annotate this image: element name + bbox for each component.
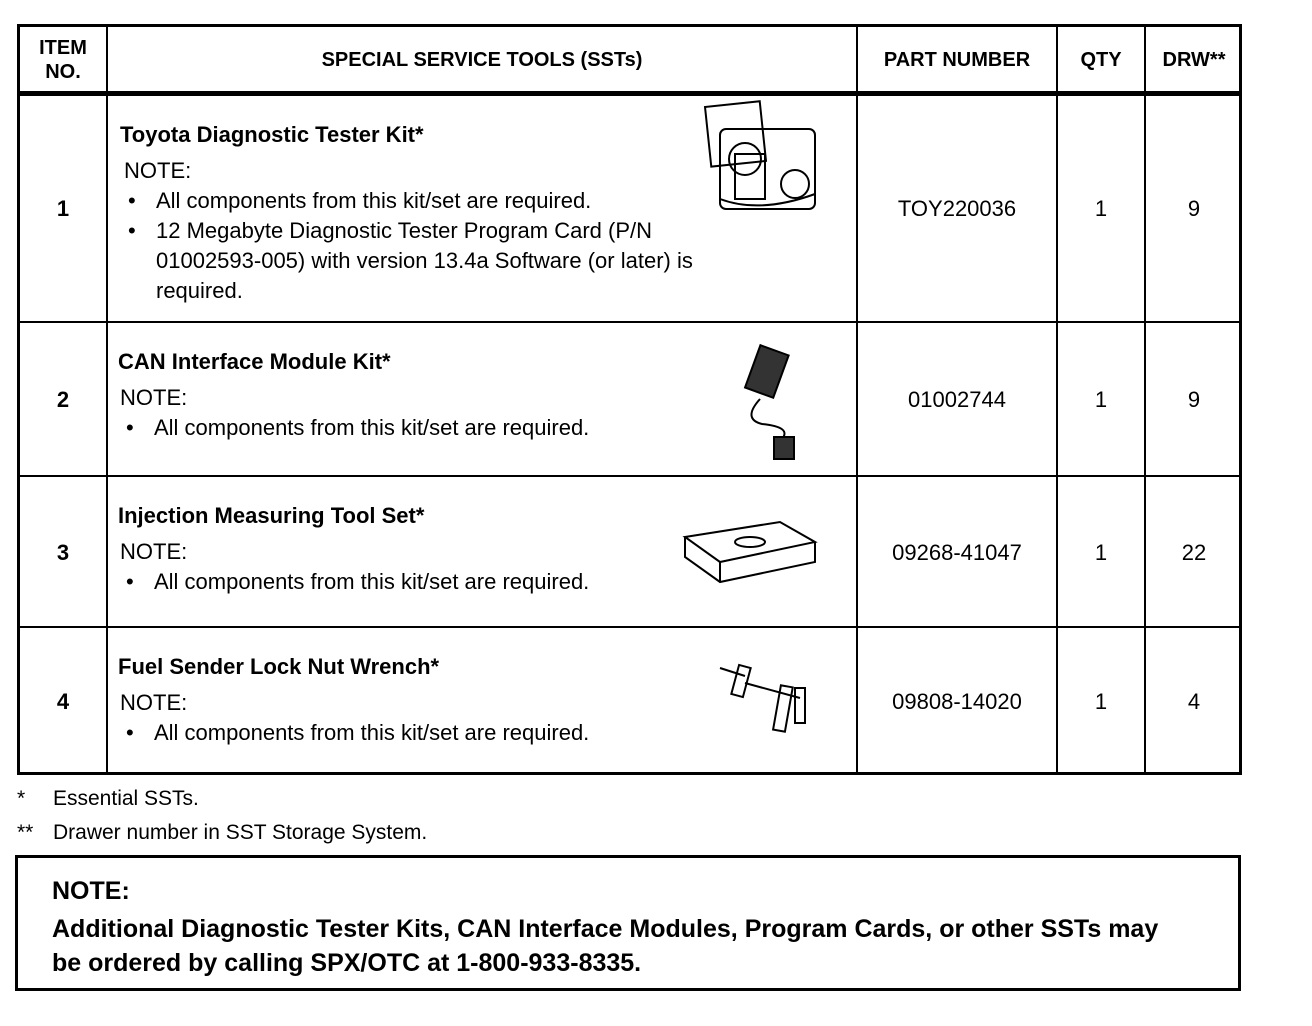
tool-title: Toyota Diagnostic Tester Kit* xyxy=(120,122,424,147)
header-divider xyxy=(20,91,1239,96)
sst-table: ITEM NO. SPECIAL SERVICE TOOLS (SSTs) PA… xyxy=(17,24,1242,775)
tool-description: Fuel Sender Lock Nut Wrench* NOTE: All c… xyxy=(118,652,678,748)
item-number: 1 xyxy=(56,195,70,221)
quantity: 1 xyxy=(1094,688,1108,714)
footnote-text: Drawer number in SST Storage System. xyxy=(53,821,428,844)
part-number: 09268-41047 xyxy=(892,539,1022,565)
part-number: 09808-14020 xyxy=(892,688,1022,714)
quantity: 1 xyxy=(1094,387,1108,412)
footnote-text: Essential SSTs. xyxy=(53,787,199,810)
drawer-number: 9 xyxy=(1187,387,1201,412)
diagnostic-tester-kit-icon xyxy=(700,99,820,224)
note-label: NOTE: xyxy=(52,877,130,905)
drawer-number: 9 xyxy=(1187,195,1201,221)
drawer-number: 4 xyxy=(1187,688,1201,714)
part-number: TOY220036 xyxy=(897,195,1017,221)
header-qty: QTY xyxy=(1080,49,1122,71)
header-part-number: PART NUMBER xyxy=(883,49,1031,71)
quantity: 1 xyxy=(1094,195,1108,221)
note-label: NOTE: xyxy=(120,385,188,410)
header-item-no: ITEM NO. xyxy=(39,37,87,83)
note-bullet: All components from this kit/set are req… xyxy=(120,186,720,216)
row-divider xyxy=(20,475,1239,477)
tool-title: Injection Measuring Tool Set* xyxy=(118,503,425,528)
column-divider xyxy=(1056,27,1058,772)
item-number: 2 xyxy=(56,387,70,412)
tool-title: CAN Interface Module Kit* xyxy=(118,349,391,374)
note-label: NOTE: xyxy=(124,158,192,183)
note-box: NOTE: Additional Diagnostic Tester Kits,… xyxy=(15,855,1241,991)
row-divider xyxy=(20,626,1239,628)
header-drw: DRW** xyxy=(1162,49,1226,71)
header-tools: SPECIAL SERVICE TOOLS (SSTs) xyxy=(321,49,643,71)
footnote-drawer: ** Drawer number in SST Storage System. xyxy=(17,821,427,845)
row-divider xyxy=(20,321,1239,323)
note-label: NOTE: xyxy=(120,539,188,564)
note-text: Additional Diagnostic Tester Kits, CAN I… xyxy=(52,915,1159,977)
note-bullet: All components from this kit/set are req… xyxy=(118,567,678,597)
footnote-essential: * Essential SSTs. xyxy=(17,787,199,811)
note-label: NOTE: xyxy=(120,690,188,715)
part-number: 01002744 xyxy=(908,387,1006,412)
note-bullet: All components from this kit/set are req… xyxy=(118,413,678,443)
can-interface-module-icon xyxy=(732,339,812,469)
column-divider xyxy=(106,27,108,772)
column-divider xyxy=(1144,27,1146,772)
footnote-symbol: ** xyxy=(17,821,34,844)
tool-case-icon xyxy=(680,517,820,592)
tool-title: Fuel Sender Lock Nut Wrench* xyxy=(118,654,440,679)
tool-description: Injection Measuring Tool Set* NOTE: All … xyxy=(118,501,678,597)
tool-description: Toyota Diagnostic Tester Kit* NOTE: All … xyxy=(120,120,720,306)
quantity: 1 xyxy=(1094,539,1108,565)
tool-description: CAN Interface Module Kit* NOTE: All comp… xyxy=(118,347,678,443)
lock-nut-wrench-icon xyxy=(715,658,815,738)
note-bullet: All components from this kit/set are req… xyxy=(118,718,678,748)
column-divider xyxy=(856,27,858,772)
footnote-symbol: * xyxy=(17,787,26,810)
note-bullet: 12 Megabyte Diagnostic Tester Program Ca… xyxy=(120,216,720,306)
item-number: 3 xyxy=(56,539,70,565)
item-number: 4 xyxy=(56,688,70,714)
drawer-number: 22 xyxy=(1181,539,1207,565)
